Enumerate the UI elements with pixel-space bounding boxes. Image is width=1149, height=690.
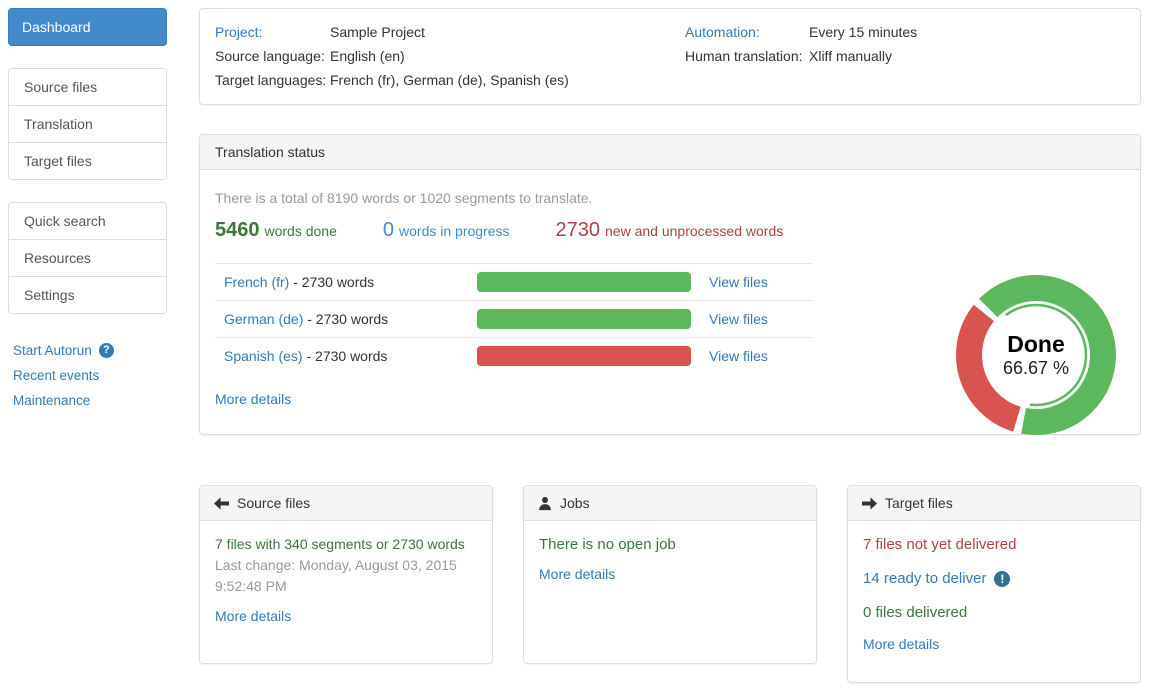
start-autorun-link[interactable]: Start Autorun <box>13 343 92 358</box>
view-files-link-french[interactable]: View files <box>709 274 768 290</box>
donut-label: Done <box>1007 330 1065 357</box>
target-languages-label: Target languages: <box>215 72 327 88</box>
stat-words-done-value: 5460 <box>215 219 260 241</box>
language-words-spanish: - 2730 words <box>302 348 388 364</box>
stat-words-done-label: words done <box>264 223 337 239</box>
language-link-french[interactable]: French (fr) <box>224 274 290 290</box>
recent-events-link[interactable]: Recent events <box>13 368 100 383</box>
language-link-spanish[interactable]: Spanish (es) <box>224 348 303 364</box>
user-icon <box>539 496 551 510</box>
sidebar-nav-files: Source files Translation Target files <box>8 68 167 180</box>
files-delivered-text: 0 files delivered <box>863 604 968 621</box>
automation-link[interactable]: Automation: <box>685 24 760 40</box>
project-value: Sample Project <box>330 24 425 40</box>
maintenance-link[interactable]: Maintenance <box>13 393 91 408</box>
language-link-german[interactable]: German (de) <box>224 311 304 327</box>
translation-status-title: Translation status <box>200 135 1140 170</box>
language-progress-table: French (fr) - 2730 words View files Germ… <box>215 263 813 374</box>
source-language-label: Source language: <box>215 48 325 64</box>
source-files-panel: Source files 7 files with 340 segments o… <box>199 485 493 664</box>
target-files-panel-title: Target files <box>885 495 953 511</box>
sidebar-item-translation[interactable]: Translation <box>9 105 166 142</box>
language-words-german: - 2730 words <box>303 311 389 327</box>
dashboard-button[interactable]: Dashboard <box>8 8 167 46</box>
help-icon[interactable]: ? <box>98 343 114 358</box>
ready-to-deliver-text: 14 ready to deliver <box>863 570 987 587</box>
arrow-right-icon <box>862 496 877 510</box>
sidebar-item-resources[interactable]: Resources <box>9 239 166 276</box>
sidebar: Dashboard Source files Translation Targe… <box>8 8 167 413</box>
sidebar-item-target-files[interactable]: Target files <box>9 142 166 179</box>
main-content: Project: Sample Project Source language:… <box>199 8 1141 683</box>
donut-percent: 66.67 % <box>1002 358 1070 379</box>
progress-bar-spanish <box>477 346 691 366</box>
project-info-panel: Project: Sample Project Source language:… <box>199 8 1141 105</box>
done-donut-chart: Done 66.67 % <box>955 274 1117 436</box>
source-files-last-change: Last change: Monday, August 03, 2015 9:5… <box>215 557 457 594</box>
totals-summary: There is a total of 8190 words or 1020 s… <box>215 190 593 206</box>
donut-remaining-arc <box>956 275 1116 435</box>
automation-value: Every 15 minutes <box>809 24 918 40</box>
language-words-french: - 2730 words <box>289 274 375 290</box>
sidebar-item-source-files[interactable]: Source files <box>9 69 166 105</box>
project-info-left: Project: Sample Project Source language:… <box>215 20 685 92</box>
source-files-summary: 7 files with 340 segments or 2730 words <box>215 536 465 552</box>
status-more-details-link[interactable]: More details <box>215 391 292 407</box>
sidebar-nav-tools: Quick search Resources Settings <box>8 202 167 314</box>
jobs-panel: Jobs There is no open job More details <box>523 485 817 664</box>
jobs-more-details-link[interactable]: More details <box>539 566 616 582</box>
view-files-link-spanish[interactable]: View files <box>709 348 768 364</box>
human-translation-value: Xliff manually <box>809 48 893 64</box>
project-link[interactable]: Project: <box>215 24 263 40</box>
source-files-panel-title: Source files <box>237 495 311 511</box>
arrow-left-icon <box>214 496 229 510</box>
stat-words-done: 5460 words done <box>215 219 337 242</box>
stat-new-words: 2730 new and unprocessed words <box>556 219 784 242</box>
files-not-delivered-text: 7 files not yet delivered <box>863 536 1017 553</box>
bottom-panels: Source files 7 files with 340 segments o… <box>199 485 1141 683</box>
target-languages-value: French (fr), German (de), Spanish (es) <box>330 72 569 88</box>
jobs-status-text: There is no open job <box>539 536 676 553</box>
jobs-panel-title: Jobs <box>560 495 590 511</box>
stat-new-words-label: new and unprocessed words <box>605 223 784 239</box>
status-stats: 5460 words done 0 words in progress 2730 ne… <box>215 219 1125 242</box>
table-row: French (fr) - 2730 words View files <box>215 263 813 300</box>
stat-words-in-progress-value: 0 <box>382 219 395 241</box>
info-icon[interactable]: ! <box>994 570 1011 587</box>
source-language-value: English (en) <box>330 48 405 64</box>
target-files-more-details-link[interactable]: More details <box>863 636 940 652</box>
sidebar-links: Start Autorun ? Recent events Maintenanc… <box>8 338 167 413</box>
table-row: Spanish (es) - 2730 words View files <box>215 337 813 374</box>
stat-words-in-progress: 0 words in progress <box>383 219 510 242</box>
human-translation-label: Human translation: <box>685 48 803 64</box>
source-files-more-details-link[interactable]: More details <box>215 608 292 624</box>
target-files-panel: Target files 7 files not yet delivered 1… <box>847 485 1141 683</box>
donut-done-arc <box>956 275 1116 435</box>
translation-status-panel: Translation status There is a total of 8… <box>199 134 1141 435</box>
sidebar-item-quick-search[interactable]: Quick search <box>9 203 166 239</box>
progress-bar-french <box>477 272 691 292</box>
table-row: German (de) - 2730 words View files <box>215 300 813 337</box>
sidebar-item-settings[interactable]: Settings <box>9 276 166 313</box>
view-files-link-german[interactable]: View files <box>709 311 768 327</box>
progress-bar-german <box>477 309 691 329</box>
project-info-right: Automation: Every 15 minutes Human trans… <box>685 20 1125 92</box>
donut-svg <box>956 275 1116 435</box>
stat-words-in-progress-label: words in progress <box>399 223 510 239</box>
stat-new-words-value: 2730 <box>555 219 601 241</box>
